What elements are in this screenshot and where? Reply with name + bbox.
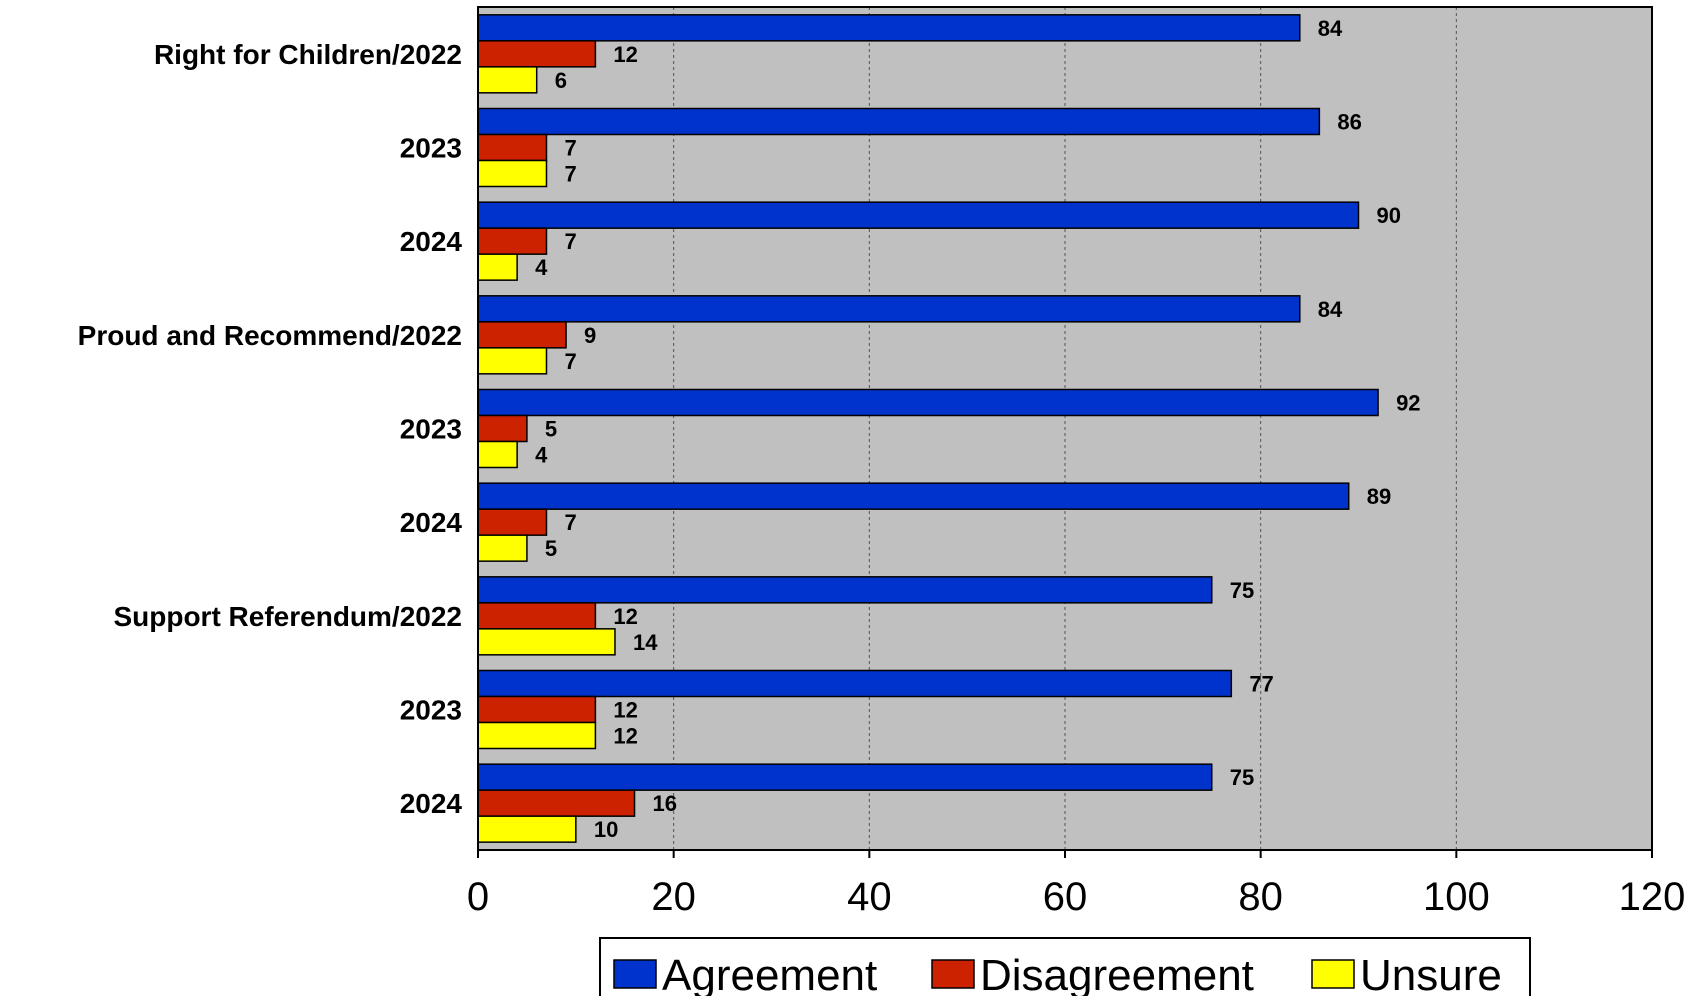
category-label: 2024	[400, 507, 463, 538]
gridlines	[673, 7, 1457, 850]
category-label: 2023	[400, 133, 462, 164]
bar-agreement	[477, 201, 1360, 229]
bar-disagreement	[477, 321, 567, 349]
data-label: 4	[535, 255, 548, 280]
data-label: 12	[613, 604, 637, 629]
tick-label: 100	[1423, 875, 1490, 919]
legend-box	[599, 937, 1531, 996]
bar-agreement	[477, 576, 1213, 604]
value-labels: 8412686779074849792548975751214771212751…	[535, 16, 1420, 842]
tick-label: 120	[1619, 875, 1686, 919]
category-labels: Right for Children/2022 2023 2024 Proud and…	[78, 39, 463, 819]
tick-label: 20	[651, 875, 696, 919]
data-label: 7	[564, 136, 576, 161]
data-label: 9	[584, 323, 596, 348]
data-label: 12	[613, 42, 637, 67]
data-label: 7	[564, 349, 576, 374]
data-label: 16	[653, 791, 677, 816]
category-label: 2024	[400, 788, 463, 819]
bar-unsure	[477, 347, 548, 375]
bars	[477, 14, 1379, 843]
legend-label: Agreement	[662, 951, 877, 996]
tick-label: 40	[847, 875, 892, 919]
data-label: 7	[564, 229, 576, 254]
tick-label: 0	[467, 875, 489, 919]
category-label: 2024	[400, 226, 463, 257]
data-label: 7	[564, 510, 576, 535]
data-label: 75	[1230, 578, 1254, 603]
bar-agreement	[477, 763, 1213, 791]
bar-unsure	[477, 440, 518, 469]
bar-agreement	[477, 107, 1321, 136]
bar-disagreement	[477, 508, 548, 536]
legend-swatch	[931, 959, 975, 989]
data-label: 89	[1367, 484, 1391, 509]
data-label: 75	[1230, 765, 1254, 790]
category-label: Right for Children/2022	[154, 39, 462, 70]
category-label: 2023	[400, 414, 462, 445]
bar-disagreement	[477, 789, 636, 817]
bar-disagreement	[477, 602, 597, 630]
bar-unsure	[477, 628, 616, 656]
bar-agreement	[477, 295, 1301, 323]
data-label: 7	[564, 162, 576, 187]
bar-agreement	[477, 388, 1379, 417]
bar-disagreement	[477, 414, 528, 443]
data-label: 90	[1377, 203, 1401, 228]
bar-disagreement	[477, 40, 597, 68]
tick-label: 60	[1043, 875, 1088, 919]
legend-swatch	[1311, 959, 1355, 989]
bar-unsure	[477, 534, 528, 562]
bar-agreement	[477, 482, 1350, 510]
category-label: 2023	[400, 695, 462, 726]
data-label: 4	[535, 443, 548, 468]
bar-unsure	[477, 66, 538, 94]
legend: Agreement Disagreement Unsure	[599, 937, 1531, 996]
legend-swatch	[613, 959, 657, 989]
data-label: 86	[1337, 110, 1361, 135]
data-label: 10	[594, 817, 618, 842]
data-label: 5	[545, 536, 557, 561]
bar-unsure	[477, 253, 518, 281]
bar-unsure	[477, 159, 548, 188]
data-label: 77	[1249, 672, 1273, 697]
legend-label: Unsure	[1360, 951, 1502, 996]
data-label: 92	[1396, 391, 1420, 416]
bar-agreement	[477, 669, 1233, 698]
data-label: 12	[613, 698, 637, 723]
category-label: Proud and Recommend/2022	[78, 320, 462, 351]
bar-disagreement	[477, 695, 597, 724]
bar-unsure	[477, 815, 577, 843]
legend-label: Disagreement	[980, 951, 1254, 996]
data-label: 84	[1318, 16, 1343, 41]
tick-label: 80	[1238, 875, 1283, 919]
data-label: 14	[633, 630, 658, 655]
data-label: 12	[613, 724, 637, 749]
x-axis-ticks: 0 20 40 60 80 100 120	[467, 850, 1686, 919]
data-label: 6	[555, 68, 567, 93]
data-label: 5	[545, 417, 557, 442]
bar-agreement	[477, 14, 1301, 42]
category-label: Support Referendum/2022	[113, 601, 462, 632]
data-label: 84	[1318, 297, 1343, 322]
bar-unsure	[477, 721, 597, 750]
bar-disagreement	[477, 133, 548, 162]
bar-disagreement	[477, 227, 548, 255]
